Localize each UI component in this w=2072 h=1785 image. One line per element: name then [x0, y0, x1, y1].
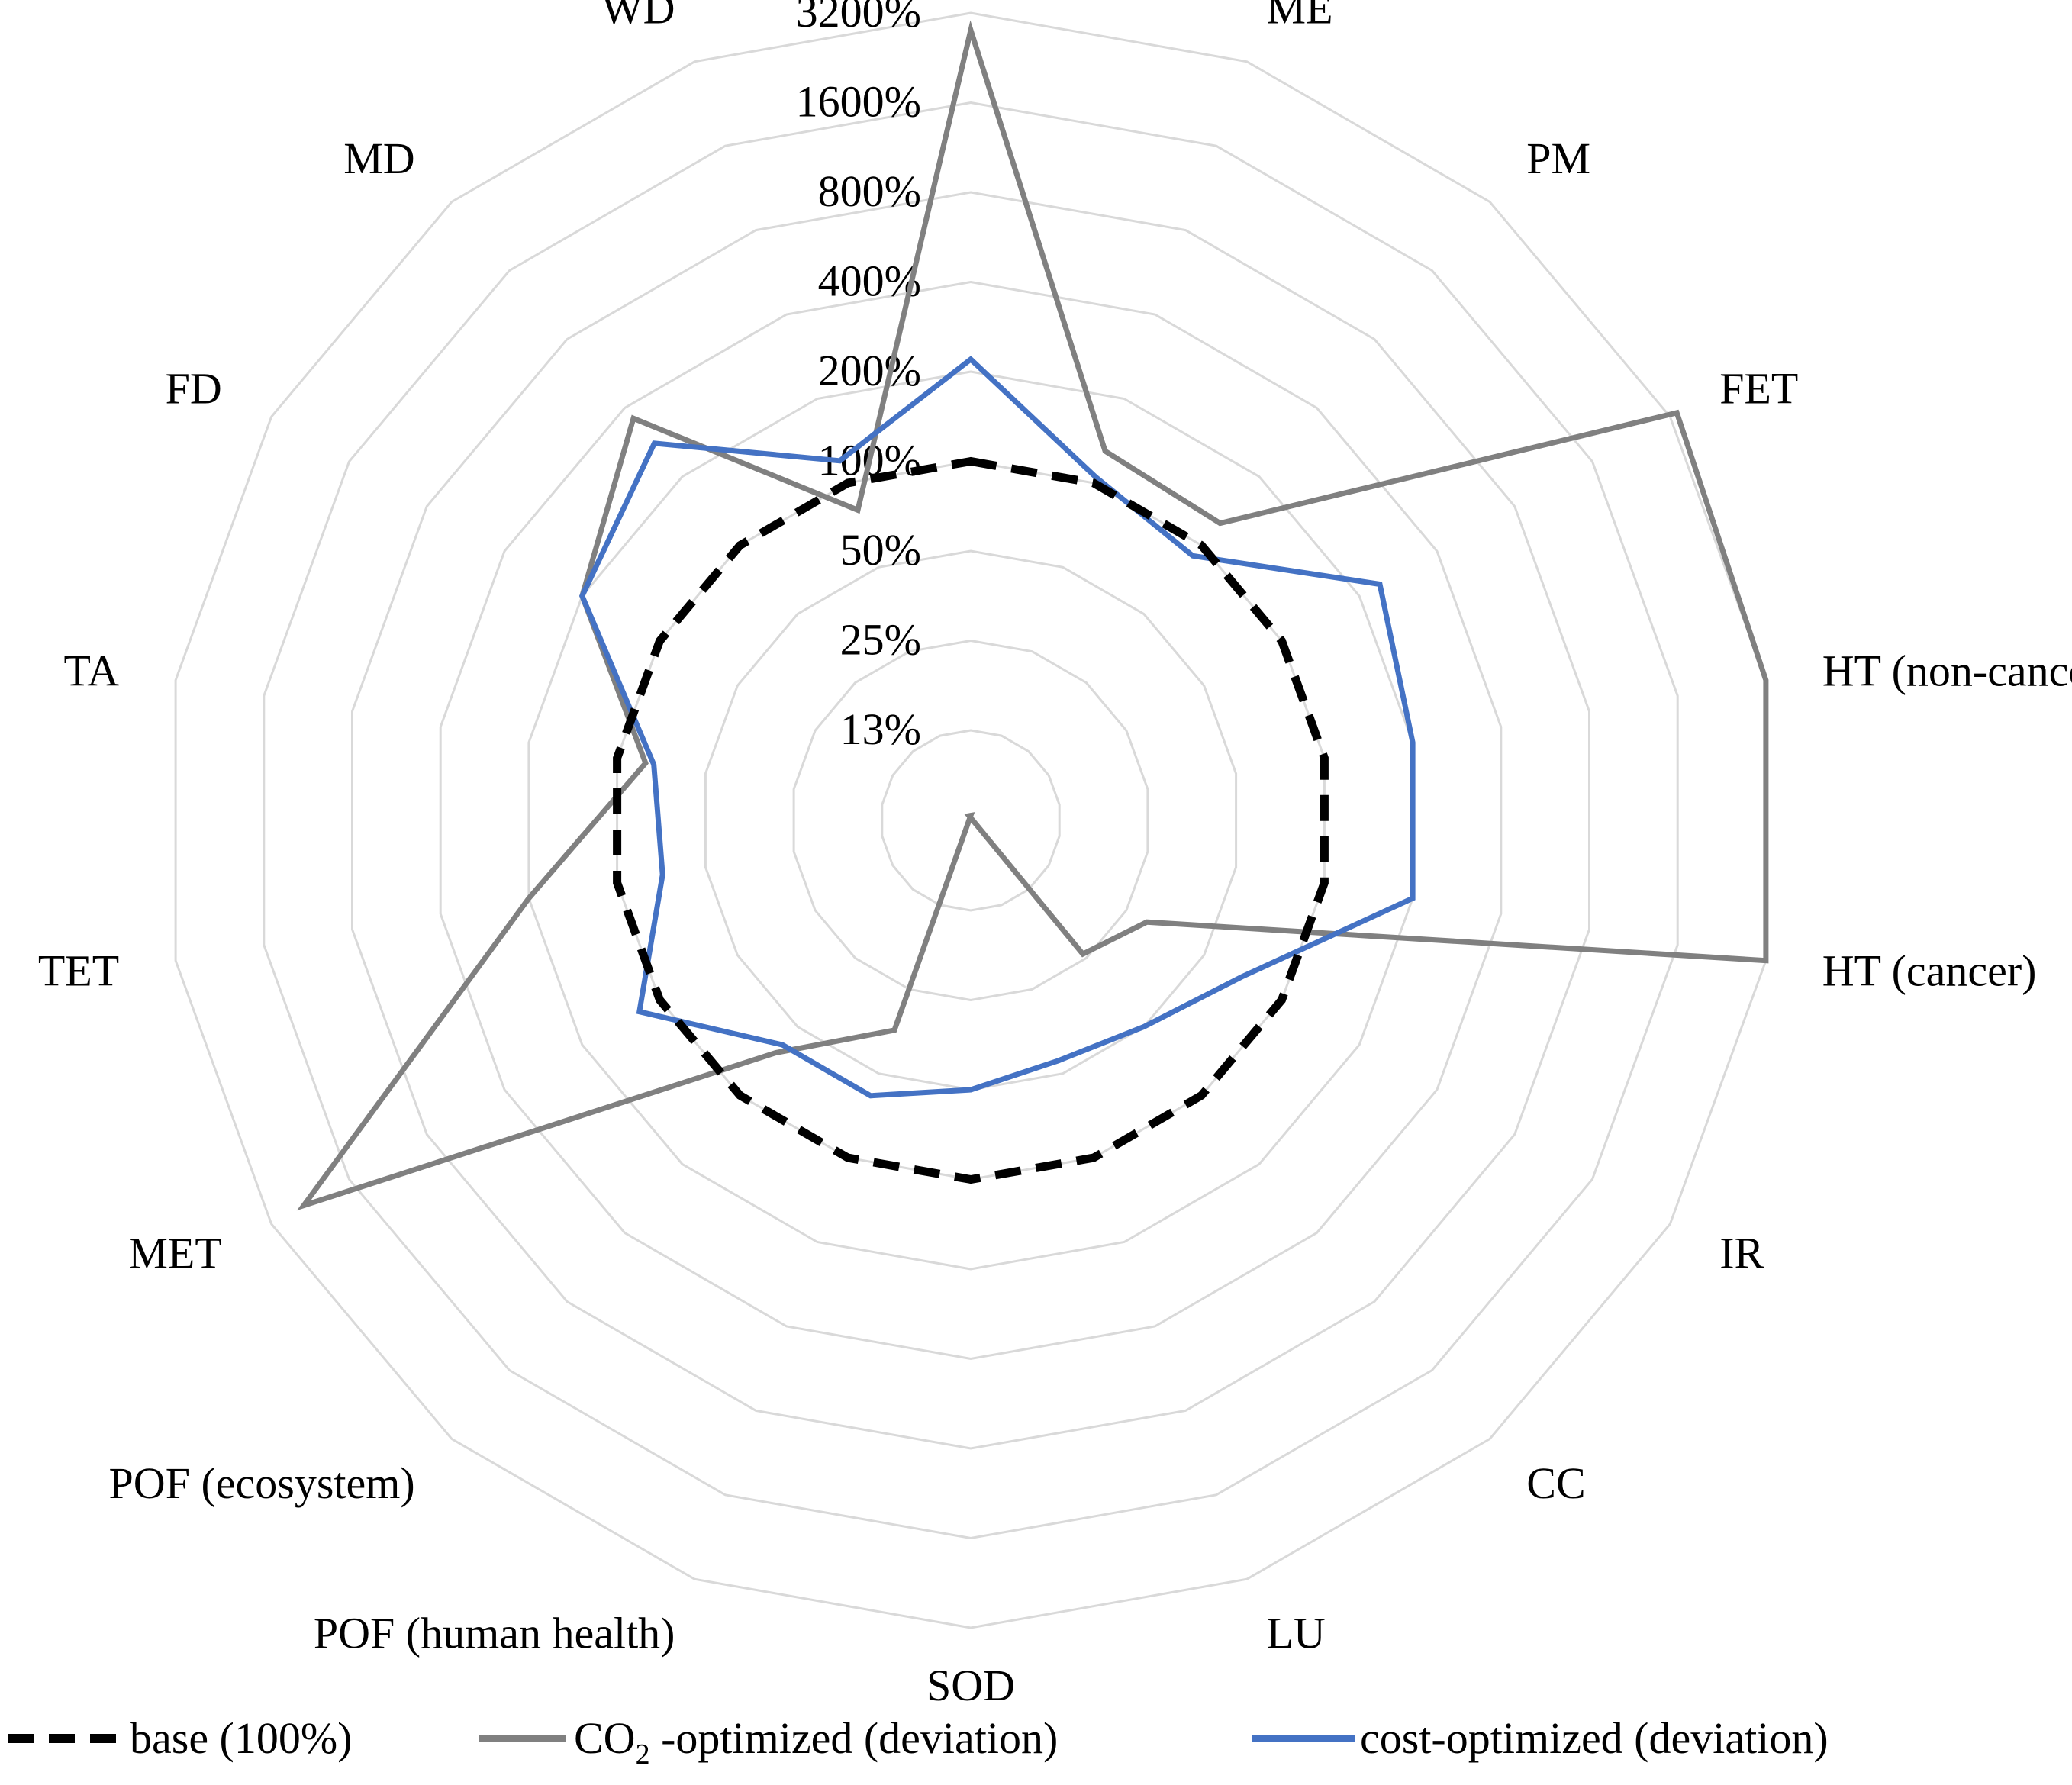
legend: base (100%) CO2 -optimized (deviation) c…	[8, 1713, 1829, 1771]
category-label-pm: PM	[1526, 134, 1590, 183]
category-label-md: MD	[343, 134, 414, 183]
category-label-ir: IR	[1719, 1229, 1764, 1278]
category-label-wd: WD	[601, 0, 675, 33]
radial-tick-labels: 13%25%50%100%200%400%800%1600%3200%	[796, 0, 921, 754]
grid-ring-25	[792, 639, 1149, 1002]
legend-co2-text: CO	[574, 1713, 636, 1763]
tick-label-25: 25%	[840, 615, 921, 665]
category-label-cc: CC	[1526, 1458, 1585, 1508]
tick-label-1600: 1600%	[796, 77, 921, 127]
series-base-100	[613, 456, 1329, 1184]
tick-label-50: 50%	[840, 525, 921, 575]
category-labels: FEMEPMFETHT (non-cancer)HT (cancer)IRCCL…	[38, 0, 2072, 1710]
category-label-met: MET	[128, 1229, 221, 1278]
legend-item-base[interactable]: base (100%)	[8, 1713, 353, 1763]
data-series	[296, 20, 1769, 1211]
tick-label-200: 200%	[818, 346, 921, 395]
legend-label-base: base (100%)	[130, 1713, 353, 1763]
tick-label-800: 800%	[818, 166, 921, 216]
series-cost-optimized-deviation	[578, 356, 1416, 1099]
category-label-fd: FD	[166, 364, 222, 414]
legend-label-co2-optimized: CO2 -optimized (deviation)	[574, 1713, 1058, 1771]
category-label-ta: TA	[64, 646, 120, 695]
grid-ring-13	[881, 729, 1061, 912]
grid-ring-1600	[263, 101, 1679, 1540]
legend-item-cost-optimized[interactable]: cost-optimized (deviation)	[1252, 1713, 1829, 1763]
category-label-tet: TET	[38, 946, 119, 996]
category-label-ht-cancer: HT (cancer)	[1822, 946, 2037, 996]
legend-item-co2-optimized[interactable]: CO2 -optimized (deviation)	[479, 1713, 1058, 1771]
legend-label-cost-optimized: cost-optimized (deviation)	[1360, 1713, 1829, 1763]
category-label-fet: FET	[1719, 364, 1798, 414]
category-label-me: ME	[1267, 0, 1333, 33]
category-label-pof-ecosystem: POF (ecosystem)	[109, 1458, 415, 1508]
grid-ring-800	[351, 191, 1590, 1450]
tick-label-400: 400%	[818, 256, 921, 306]
tick-label-13: 13%	[840, 704, 921, 754]
series-co2-optimized-deviation	[296, 20, 1769, 1211]
legend-co2-suffix: -optimized (deviation)	[650, 1713, 1059, 1763]
legend-co2-subscript: 2	[636, 1738, 650, 1771]
grid-rings	[174, 11, 1767, 1629]
grid-ring-400	[439, 280, 1503, 1361]
category-label-ht-non-cancer: HT (non-cancer)	[1822, 646, 2072, 695]
category-label-pof-human-health: POF (human health)	[314, 1609, 675, 1658]
category-label-lu: LU	[1267, 1609, 1326, 1658]
tick-label-3200: 3200%	[796, 0, 921, 37]
category-label-sod: SOD	[926, 1661, 1015, 1710]
